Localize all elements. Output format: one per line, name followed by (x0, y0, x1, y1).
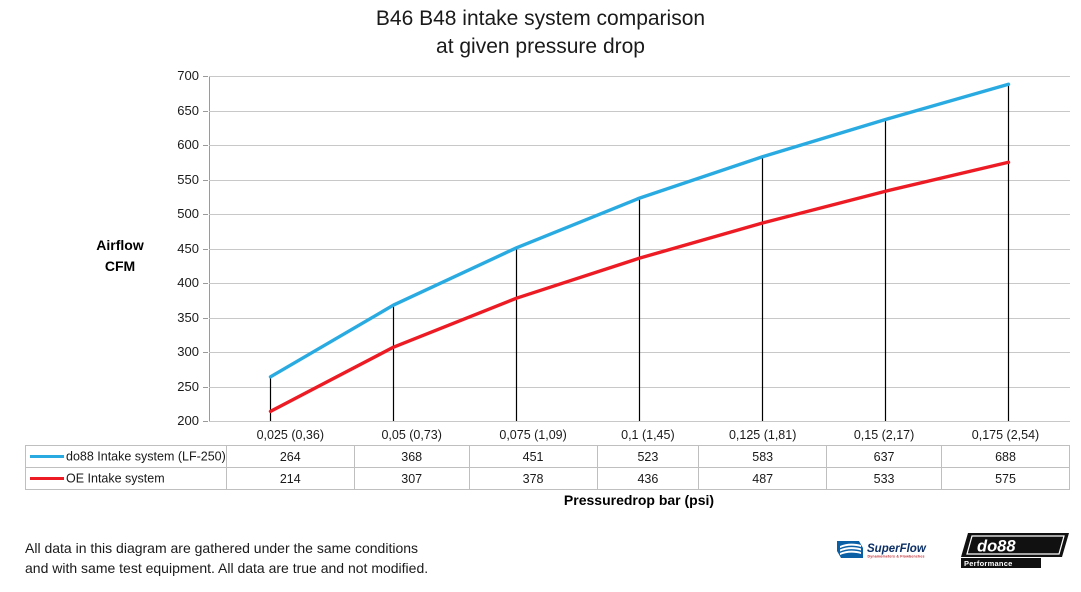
logo-strip: SuperFlow Dynamometers & Flowbenches do8… (835, 531, 1073, 575)
x-axis-tick-label: 0,075 (1,09) (469, 424, 597, 446)
y-axis-tick-label: 400 (159, 275, 199, 290)
footnote-line-1: All data in this diagram are gathered un… (25, 538, 428, 558)
y-axis-tick-mark (203, 387, 208, 388)
table-row: do88 Intake system (LF-250)2643684515235… (26, 446, 1070, 468)
data-table: 0,025 (0,36)0,05 (0,73)0,075 (1,09)0,1 (… (25, 424, 1070, 490)
superflow-swoosh-icon (837, 541, 863, 558)
do88-tagline: Performance (964, 559, 1013, 568)
table-legend-corner (26, 424, 227, 446)
chart-title: B46 B48 intake system comparison at give… (0, 5, 1081, 61)
y-axis-tick-mark (203, 76, 208, 77)
y-axis-tick-label: 450 (159, 241, 199, 256)
data-cell: 307 (354, 468, 469, 490)
do88-logo: do88 Performance (961, 532, 1069, 570)
data-cell: 368 (354, 446, 469, 468)
data-cell: 533 (827, 468, 942, 490)
legend-entry: do88 Intake system (LF-250) (26, 446, 227, 468)
data-cell: 523 (597, 446, 699, 468)
y-axis-tick-label: 300 (159, 344, 199, 359)
y-axis-tick-mark (203, 283, 208, 284)
footnote-line-2: and with same test equipment. All data a… (25, 558, 428, 578)
y-axis-tick-mark (203, 249, 208, 250)
x-axis-tick-label: 0,125 (1,81) (699, 424, 827, 446)
x-axis-tick-label: 0,1 (1,45) (597, 424, 699, 446)
data-cell: 575 (941, 468, 1069, 490)
x-axis-tick-label: 0,025 (0,36) (226, 424, 354, 446)
data-cell: 451 (469, 446, 597, 468)
data-cell: 264 (226, 446, 354, 468)
superflow-tagline: Dynamometers & Flowbenches (868, 555, 925, 559)
data-cell: 637 (827, 446, 942, 468)
do88-wordmark: do88 (977, 538, 1016, 556)
y-axis-tick-label: 600 (159, 137, 199, 152)
data-cell: 583 (699, 446, 827, 468)
data-cell: 214 (226, 468, 354, 490)
y-axis-tick-mark (203, 421, 208, 422)
y-axis-tick-label: 350 (159, 310, 199, 325)
x-axis-tick-label: 0,05 (0,73) (354, 424, 469, 446)
superflow-logo: SuperFlow Dynamometers & Flowbenches (835, 535, 940, 565)
y-axis-tick-mark (203, 352, 208, 353)
chart-title-line-2: at given pressure drop (0, 33, 1081, 61)
footnote: All data in this diagram are gathered un… (25, 538, 428, 578)
legend-label: OE Intake system (66, 472, 165, 486)
y-axis-tick-label: 700 (159, 68, 199, 83)
data-cell: 688 (941, 446, 1069, 468)
plot-area (209, 76, 1070, 421)
y-axis-tick-mark (203, 318, 208, 319)
series-lines (209, 76, 1070, 421)
legend-entry: OE Intake system (26, 468, 227, 490)
x-axis-tick-label: 0,175 (2,54) (941, 424, 1069, 446)
y-axis-tick-label: 250 (159, 379, 199, 394)
superflow-wordmark: SuperFlow (867, 543, 927, 555)
y-axis-tick-mark (203, 111, 208, 112)
y-axis-tick-label: 550 (159, 172, 199, 187)
legend-color-swatch (30, 455, 64, 458)
y-axis-tick-mark (203, 145, 208, 146)
y-axis-title-line-2: CFM (62, 256, 178, 277)
data-cell: 378 (469, 468, 597, 490)
y-axis-tick-label: 500 (159, 206, 199, 221)
x-axis-title: Pressuredrop bar (psi) (208, 492, 1070, 508)
gridline (209, 421, 1070, 422)
y-axis-tick-mark (203, 180, 208, 181)
table-row: OE Intake system 214307378436487533575 (26, 468, 1070, 490)
data-cell: 436 (597, 468, 699, 490)
legend-label: do88 Intake system (LF-250) (66, 450, 226, 464)
legend-color-swatch (30, 477, 64, 480)
y-axis-tick-mark (203, 214, 208, 215)
chart-title-line-1: B46 B48 intake system comparison (0, 5, 1081, 33)
x-axis-tick-label: 0,15 (2,17) (827, 424, 942, 446)
data-cell: 487 (699, 468, 827, 490)
y-axis-tick-label: 650 (159, 103, 199, 118)
table-header-row: 0,025 (0,36)0,05 (0,73)0,075 (1,09)0,1 (… (26, 424, 1070, 446)
